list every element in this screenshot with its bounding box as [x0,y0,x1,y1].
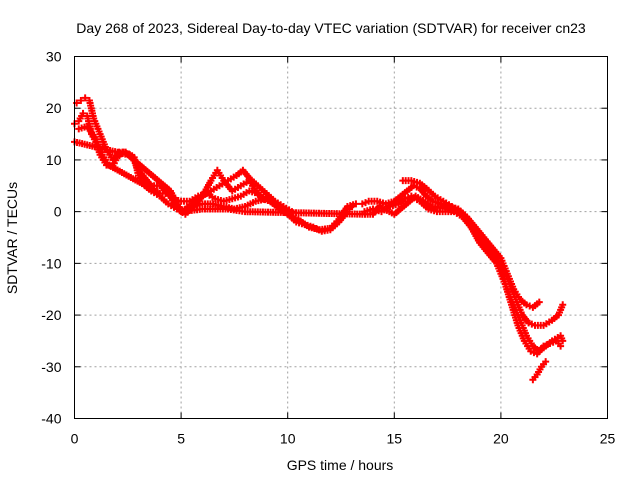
y-tick-labels: -40 -30 -20 -10 0 10 20 30 [41,49,61,427]
y-tick-label: -10 [41,255,61,271]
data-point [542,358,550,366]
data-point [535,298,543,306]
y-tick-label: 30 [46,49,62,65]
data-point [77,96,85,104]
x-tick-label: 15 [387,431,403,447]
x-tick-label: 10 [280,431,296,447]
data-point [352,200,360,208]
y-tick-label: -20 [41,307,61,323]
series-track-h [467,223,565,358]
x-tick-label: 25 [600,431,616,447]
x-tick-labels: 0 5 10 15 20 25 [71,431,616,447]
data-point [79,109,87,117]
data-points [71,94,567,384]
data-point [279,202,287,210]
y-tick-label: 10 [46,152,62,168]
data-point [454,208,462,216]
data-point [348,202,356,210]
data-point [559,337,567,345]
series-track-i [529,358,550,384]
plot-frame [74,56,608,419]
y-tick-label: 20 [46,100,62,116]
data-point [81,94,89,102]
x-tick-label: 20 [493,431,509,447]
x-tick-label: 0 [71,431,79,447]
y-tick-label: -40 [41,411,61,427]
y-tick-label: -30 [41,359,61,375]
x-tick-label: 5 [177,431,185,447]
series-track-d [181,166,287,213]
y-axis-label: SDTVAR / TECUs [4,182,20,294]
x-axis-label: GPS time / hours [287,457,394,473]
data-point [557,342,565,350]
y-tick-label: 0 [54,204,62,220]
data-point [559,301,567,309]
chart-title: Day 268 of 2023, Sidereal Day-to-day VTE… [76,20,586,36]
